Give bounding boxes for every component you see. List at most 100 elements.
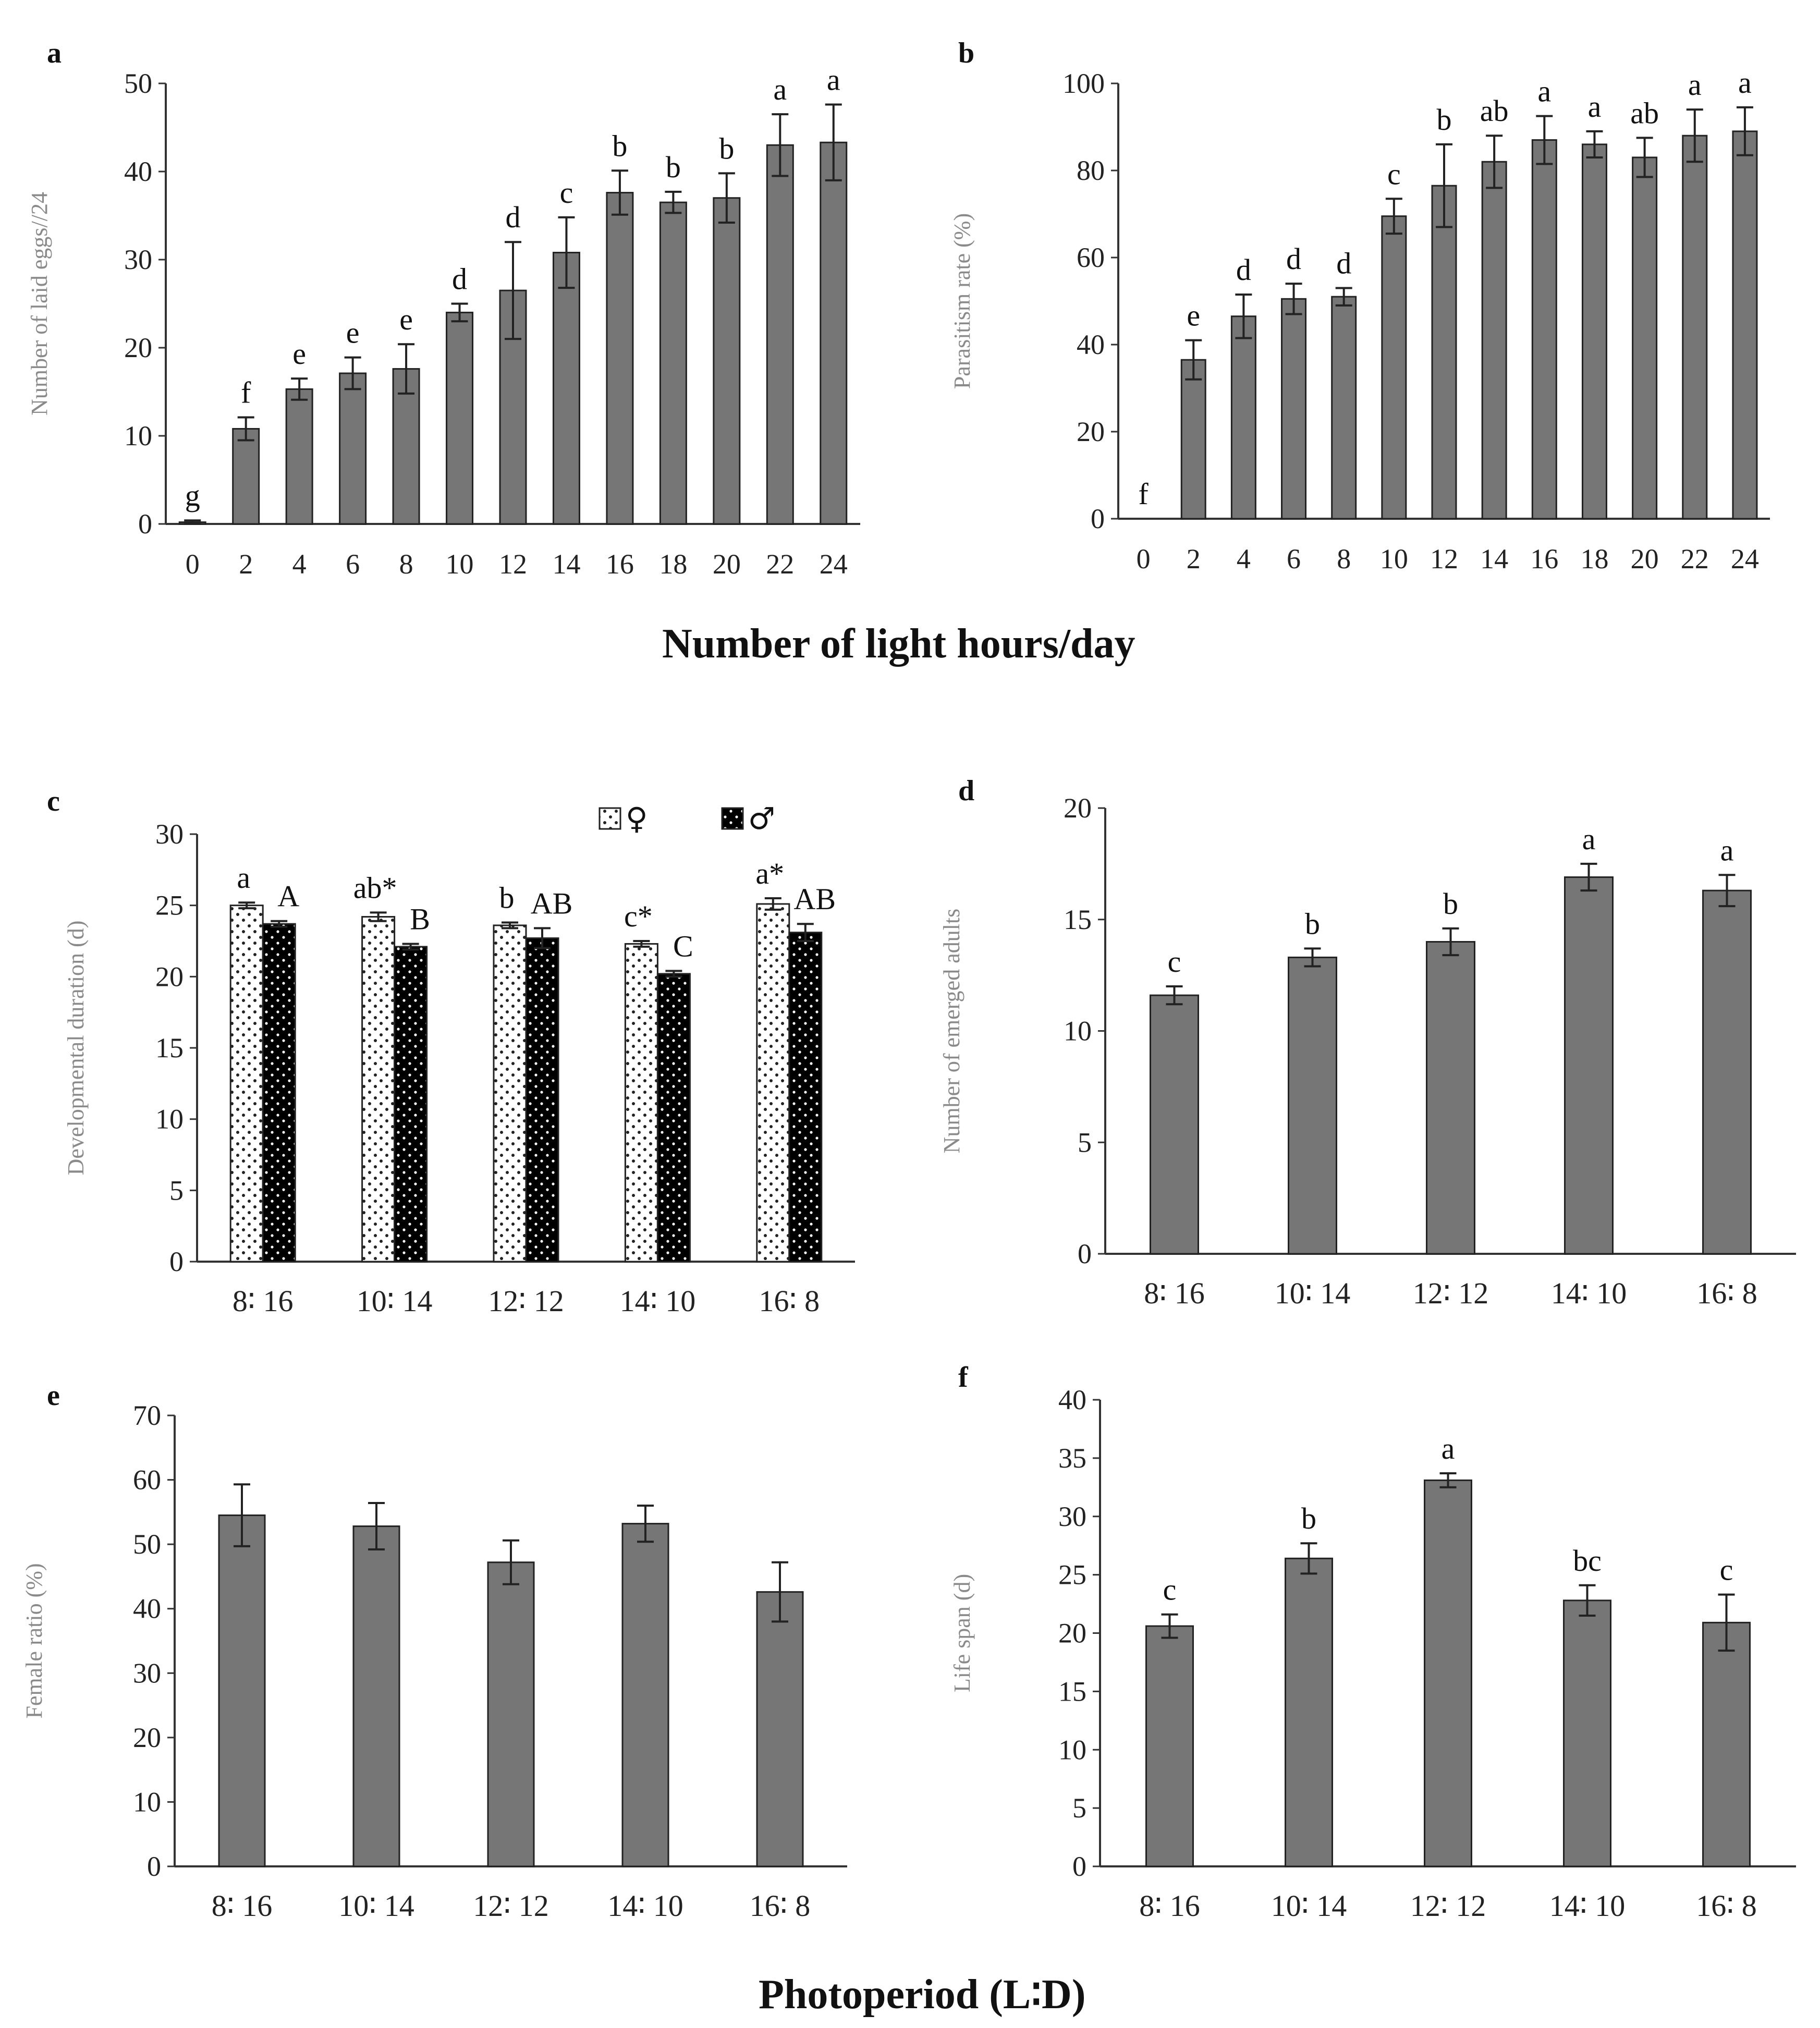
bar — [1702, 889, 1752, 1255]
y-tick-label: 20 — [1064, 792, 1092, 824]
x-tick-label: 6 — [1287, 543, 1301, 575]
bar — [229, 905, 264, 1263]
bar — [1531, 139, 1557, 520]
y-tick-label: 20 — [133, 1722, 161, 1753]
bar — [218, 1514, 266, 1867]
x-tick-label: 8 — [1337, 543, 1351, 575]
x-tick-label: 12∶ 12 — [488, 1284, 564, 1318]
bar — [487, 1561, 535, 1867]
bar — [788, 932, 823, 1263]
bar — [1682, 135, 1708, 520]
x-tick-label: 4 — [1237, 543, 1251, 575]
y-tick-label: 25 — [155, 890, 184, 921]
y-tick-label: 5 — [1078, 1127, 1092, 1158]
significance-letter: d — [1336, 246, 1351, 280]
bar — [232, 427, 260, 525]
significance-letter: d — [1286, 242, 1301, 276]
significance-letter: b — [1443, 887, 1458, 921]
bar — [713, 197, 741, 525]
x-tick-label: 16∶ 8 — [759, 1284, 820, 1318]
bar — [361, 916, 396, 1263]
y-axis-title: Parasitism rate (%) — [949, 213, 975, 389]
y-tick-label: 20 — [155, 961, 184, 992]
significance-letter: c* — [624, 899, 653, 933]
significance-letter: ab* — [353, 871, 397, 905]
significance-letter: a — [1688, 68, 1702, 102]
y-tick-label: 5 — [1072, 1792, 1086, 1824]
bar — [1732, 130, 1758, 520]
x-tick-label: 14∶ 10 — [607, 1889, 683, 1923]
x-tick-label: 12∶ 12 — [1413, 1276, 1489, 1310]
y-tick-label: 0 — [147, 1851, 161, 1882]
significance-letter: b — [1437, 103, 1452, 137]
significance-letter: a — [1442, 1432, 1455, 1465]
y-tick-label: 100 — [1062, 68, 1105, 99]
x-tick-label: 14 — [552, 548, 580, 580]
y-tick-label: 0 — [169, 1246, 184, 1277]
significance-letter: a* — [755, 857, 784, 890]
x-tick-label: 20 — [1631, 543, 1659, 575]
y-tick-label: 40 — [1058, 1384, 1086, 1415]
significance-letter: e — [292, 337, 306, 371]
bar — [1481, 161, 1507, 520]
y-tick-label: 20 — [1058, 1618, 1086, 1649]
significance-letter: a — [827, 63, 840, 97]
x-tick-label: 14 — [1480, 543, 1508, 575]
significance-letter: AB — [531, 886, 573, 920]
y-tick-label: 25 — [1058, 1559, 1086, 1591]
y-tick-label: 0 — [1078, 1238, 1092, 1269]
x-tick-label: 4 — [292, 548, 307, 580]
y-tick-label: 20 — [124, 332, 152, 363]
y-tick-label: 15 — [1064, 904, 1092, 935]
y-tick-label: 60 — [133, 1464, 161, 1496]
bar — [262, 923, 296, 1263]
legend-label: ♂ — [748, 801, 775, 836]
significance-letter: d — [506, 200, 521, 234]
x-tick-label: 10 — [1380, 543, 1408, 575]
y-tick-label: 0 — [138, 508, 152, 540]
panel-letter: f — [958, 1361, 969, 1394]
significance-letter: B — [410, 902, 430, 936]
bar — [624, 943, 658, 1263]
x-tick-label: 10∶ 14 — [357, 1284, 433, 1318]
bar — [1632, 156, 1658, 520]
significance-letter: a — [1537, 75, 1551, 108]
y-axis-title: Number of laid eggs//24 — [27, 192, 52, 416]
bar — [1180, 359, 1206, 520]
x-tick-label: 12∶ 12 — [1410, 1889, 1486, 1923]
bar — [446, 311, 474, 525]
legend-swatch — [598, 807, 621, 830]
significance-letter: C — [673, 929, 693, 963]
bar — [493, 924, 527, 1263]
bar — [1424, 1479, 1472, 1867]
significance-letter: a — [237, 861, 250, 895]
bar — [1230, 315, 1256, 520]
panel-e: e Female ratio (%) 0 10 20 30 40 50 60 70 8∶ 16 10∶… — [21, 1379, 847, 1923]
significance-letter: a — [1738, 66, 1752, 100]
y-tick-label: 30 — [124, 244, 152, 275]
x-tick-label: 14∶ 10 — [1549, 1889, 1626, 1923]
significance-letter: g — [185, 479, 200, 512]
y-tick-label: 0 — [1091, 503, 1105, 534]
bar — [1281, 298, 1307, 520]
bar — [1564, 876, 1614, 1255]
y-tick-label: 10 — [155, 1104, 184, 1135]
top-x-axis-title: Number of light hours/day — [662, 621, 1135, 667]
significance-letter: b — [612, 129, 627, 163]
significance-letter: e — [1187, 299, 1200, 333]
y-tick-label: 10 — [1064, 1016, 1092, 1047]
significance-letter: c — [1168, 945, 1181, 979]
significance-letter: AB — [794, 882, 836, 916]
bar — [1431, 185, 1457, 520]
significance-letter: c — [1163, 1573, 1177, 1607]
y-tick-label: 15 — [1058, 1676, 1086, 1707]
significance-letter: c — [1387, 157, 1401, 191]
x-tick-label: 8∶ 16 — [233, 1284, 294, 1318]
significance-letter: c — [1720, 1553, 1733, 1587]
x-tick-label: 20 — [713, 548, 741, 580]
y-tick-label: 10 — [124, 420, 152, 451]
bar — [1150, 994, 1199, 1255]
